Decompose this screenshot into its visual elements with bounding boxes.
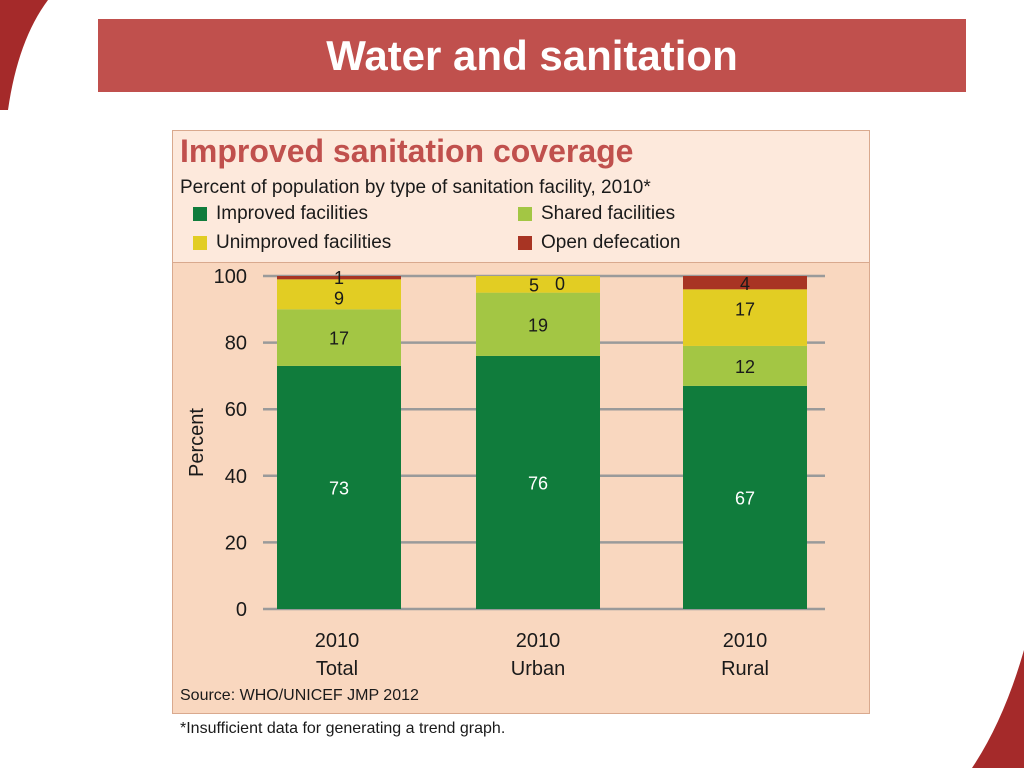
y-tick-label-0: 0 (236, 599, 247, 621)
legend-item-improved: Improved facilities (193, 203, 368, 225)
chart-title: Improved sanitation coverage (180, 133, 634, 169)
y-tick-label-80: 80 (225, 333, 247, 355)
chart-subtitle: Percent of population by type of sanitat… (180, 177, 651, 198)
data-label-open-defecation-2: 4 (740, 274, 750, 294)
bar-unimproved-2 (683, 289, 807, 346)
slide-title-bar: Water and sanitation (98, 19, 966, 92)
legend-label-unimproved: Unimproved facilities (216, 232, 392, 253)
legend-swatch-improved (193, 207, 207, 221)
legend-label-improved: Improved facilities (216, 203, 369, 224)
data-label-unimproved-0: 9 (334, 288, 344, 308)
data-label-unimproved-1: 5 (529, 275, 539, 295)
slide-title: Water and sanitation (326, 31, 738, 79)
y-tick-label-100: 100 (214, 266, 247, 288)
legend-swatch-open-defecation (518, 236, 532, 250)
legend-label-open-defecation: Open defecation (541, 232, 681, 253)
y-axis-label: Percent (186, 408, 208, 477)
y-tick-label-60: 60 (225, 399, 247, 421)
data-label-shared-2: 12 (735, 357, 755, 377)
legend-label-shared: Shared facilities (541, 203, 676, 224)
chart-header: Improved sanitation coverage Percent of … (173, 131, 869, 263)
legend-swatch-unimproved (193, 236, 207, 250)
y-tick-label-40: 40 (225, 466, 247, 488)
data-label-improved-2: 67 (735, 488, 755, 508)
y-tick-label-20: 20 (225, 532, 247, 554)
x-tick-label-1-1: Urban (511, 658, 565, 680)
data-label-unimproved-2: 17 (735, 300, 755, 320)
bar-unimproved-1 (476, 276, 600, 293)
legend-swatch-shared (518, 207, 532, 221)
bar-improved-1 (476, 355, 600, 609)
x-tick-label-0-0: 2010 (315, 630, 360, 652)
chart-source: Source: WHO/UNICEF JMP 2012 (180, 687, 419, 704)
bar-shared-1 (476, 292, 600, 356)
chart-panel: Improved sanitation coverage Percent of … (172, 130, 870, 714)
legend-item-open-defecation: Open defecation (518, 232, 680, 254)
data-label-shared-0: 17 (329, 329, 349, 349)
legend-item-shared: Shared facilities (518, 203, 675, 225)
x-tick-label-2-1: Rural (721, 658, 769, 680)
bar-improved-0 (277, 365, 401, 609)
corner-decoration-top-left (0, 0, 48, 110)
data-label-open-defecation-1: 0 (555, 274, 565, 294)
corner-decoration-bottom-right (972, 650, 1024, 768)
data-label-shared-1: 19 (528, 315, 548, 335)
bar-shared-2 (683, 345, 807, 386)
data-label-improved-0: 73 (329, 478, 349, 498)
data-label-improved-1: 76 (528, 473, 548, 493)
x-tick-label-0-1: Total (316, 658, 358, 680)
bar-improved-2 (683, 385, 807, 609)
data-label-open-defecation-0: 1 (334, 268, 344, 288)
bar-open-defecation-0 (277, 276, 401, 280)
legend-item-unimproved: Unimproved facilities (193, 232, 391, 254)
bar-open-defecation-2 (683, 276, 807, 290)
x-tick-label-1-0: 2010 (516, 630, 561, 652)
x-tick-label-2-0: 2010 (723, 630, 768, 652)
footnote: *Insufficient data for generating a tren… (180, 720, 506, 737)
bar-shared-0 (277, 309, 401, 366)
bar-unimproved-0 (277, 279, 401, 310)
